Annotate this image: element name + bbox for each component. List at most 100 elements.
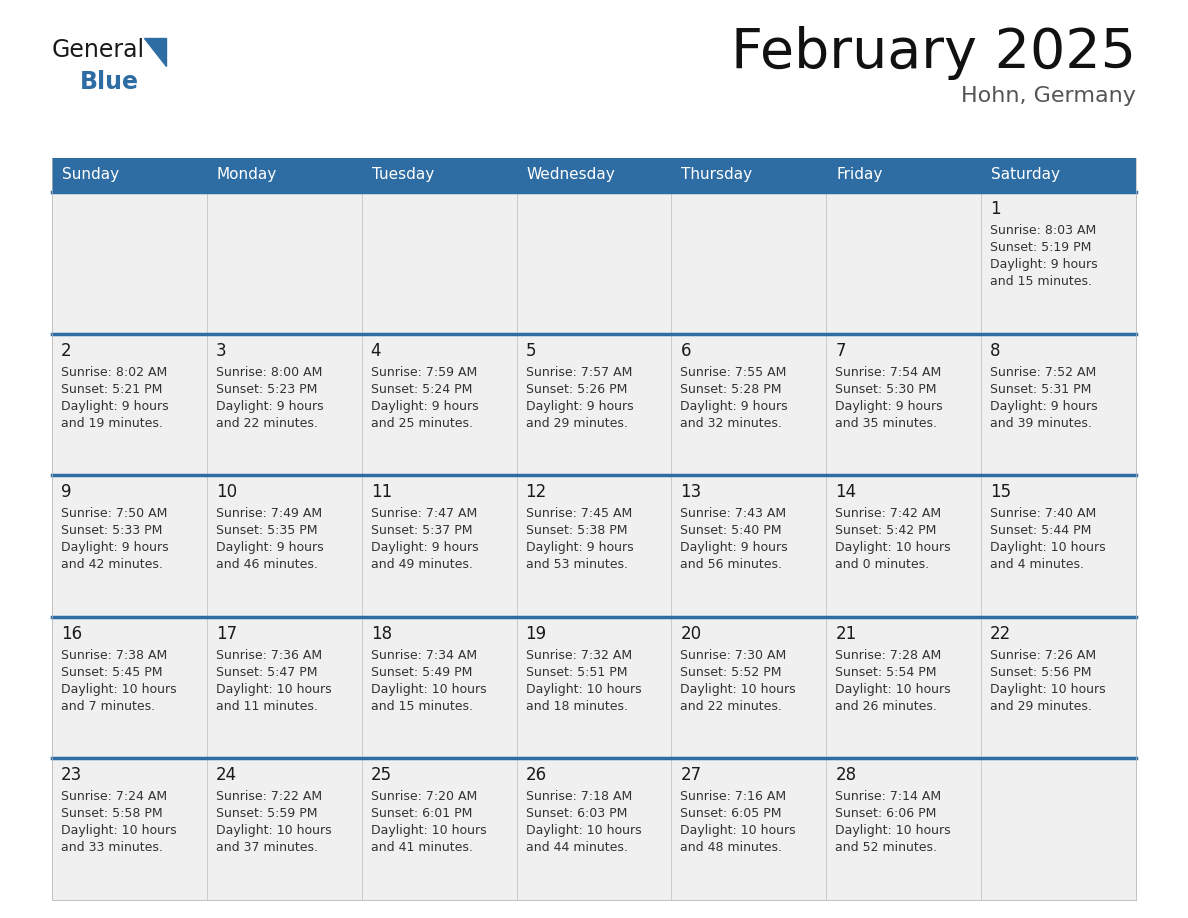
Text: Daylight: 9 hours: Daylight: 9 hours	[681, 399, 788, 412]
Bar	[52, 476, 207, 617]
Text: Daylight: 9 hours: Daylight: 9 hours	[835, 399, 943, 412]
Text: and 53 minutes.: and 53 minutes.	[525, 558, 627, 571]
Bar	[981, 192, 1136, 333]
Text: Sunset: 5:42 PM: Sunset: 5:42 PM	[835, 524, 936, 537]
Text: Thursday: Thursday	[682, 167, 752, 183]
Bar	[52, 758, 207, 900]
Text: 4: 4	[371, 341, 381, 360]
Text: 22: 22	[990, 625, 1011, 643]
Text: and 22 minutes.: and 22 minutes.	[681, 700, 783, 712]
Bar	[207, 617, 361, 758]
Bar	[207, 158, 361, 192]
Text: Hohn, Germany: Hohn, Germany	[961, 86, 1136, 106]
Text: Sunset: 5:23 PM: Sunset: 5:23 PM	[216, 383, 317, 396]
Text: Sunrise: 7:18 AM: Sunrise: 7:18 AM	[525, 790, 632, 803]
Text: Daylight: 9 hours: Daylight: 9 hours	[525, 542, 633, 554]
Bar	[827, 192, 981, 333]
Text: 20: 20	[681, 625, 702, 643]
Text: and 18 minutes.: and 18 minutes.	[525, 700, 627, 712]
Bar	[517, 333, 671, 476]
Text: Sunrise: 8:02 AM: Sunrise: 8:02 AM	[61, 365, 168, 378]
Text: Daylight: 9 hours: Daylight: 9 hours	[216, 542, 323, 554]
Bar	[207, 192, 361, 333]
Text: 18: 18	[371, 625, 392, 643]
Text: 26: 26	[525, 767, 546, 784]
Text: Sunrise: 7:14 AM: Sunrise: 7:14 AM	[835, 790, 941, 803]
Text: Sunrise: 7:36 AM: Sunrise: 7:36 AM	[216, 649, 322, 662]
Text: Daylight: 9 hours: Daylight: 9 hours	[216, 399, 323, 412]
Text: and 42 minutes.: and 42 minutes.	[61, 558, 163, 571]
Text: Daylight: 10 hours: Daylight: 10 hours	[61, 683, 177, 696]
Text: 21: 21	[835, 625, 857, 643]
Text: Daylight: 10 hours: Daylight: 10 hours	[525, 683, 642, 696]
Text: and 29 minutes.: and 29 minutes.	[525, 417, 627, 430]
Text: Daylight: 10 hours: Daylight: 10 hours	[990, 683, 1106, 696]
Text: 14: 14	[835, 483, 857, 501]
Text: 19: 19	[525, 625, 546, 643]
Text: and 26 minutes.: and 26 minutes.	[835, 700, 937, 712]
Text: Sunrise: 7:34 AM: Sunrise: 7:34 AM	[371, 649, 476, 662]
Text: Sunset: 5:37 PM: Sunset: 5:37 PM	[371, 524, 472, 537]
Polygon shape	[144, 38, 166, 66]
Text: Sunset: 5:59 PM: Sunset: 5:59 PM	[216, 808, 317, 821]
Text: and 4 minutes.: and 4 minutes.	[990, 558, 1085, 571]
Text: Sunset: 5:52 PM: Sunset: 5:52 PM	[681, 666, 782, 678]
Text: Sunset: 5:28 PM: Sunset: 5:28 PM	[681, 383, 782, 396]
Bar	[827, 476, 981, 617]
Text: Sunrise: 7:30 AM: Sunrise: 7:30 AM	[681, 649, 786, 662]
Text: Daylight: 10 hours: Daylight: 10 hours	[371, 824, 486, 837]
Bar	[671, 476, 827, 617]
Text: Friday: Friday	[836, 167, 883, 183]
Text: Sunset: 5:51 PM: Sunset: 5:51 PM	[525, 666, 627, 678]
Bar	[827, 758, 981, 900]
Text: 8: 8	[990, 341, 1000, 360]
Text: and 48 minutes.: and 48 minutes.	[681, 842, 783, 855]
Text: Sunset: 6:06 PM: Sunset: 6:06 PM	[835, 808, 936, 821]
Text: Sunrise: 7:45 AM: Sunrise: 7:45 AM	[525, 508, 632, 521]
Text: Sunrise: 7:28 AM: Sunrise: 7:28 AM	[835, 649, 942, 662]
Text: and 22 minutes.: and 22 minutes.	[216, 417, 317, 430]
Text: Sunset: 5:54 PM: Sunset: 5:54 PM	[835, 666, 937, 678]
Text: Daylight: 10 hours: Daylight: 10 hours	[525, 824, 642, 837]
Text: and 15 minutes.: and 15 minutes.	[990, 275, 1092, 288]
Text: Sunrise: 7:59 AM: Sunrise: 7:59 AM	[371, 365, 476, 378]
Text: 25: 25	[371, 767, 392, 784]
Bar	[361, 476, 517, 617]
Text: Daylight: 9 hours: Daylight: 9 hours	[61, 542, 169, 554]
Bar	[981, 333, 1136, 476]
Text: Sunset: 5:30 PM: Sunset: 5:30 PM	[835, 383, 937, 396]
Text: Wednesday: Wednesday	[526, 167, 615, 183]
Bar	[671, 333, 827, 476]
Bar	[671, 158, 827, 192]
Text: Daylight: 9 hours: Daylight: 9 hours	[371, 542, 479, 554]
Text: Sunset: 5:24 PM: Sunset: 5:24 PM	[371, 383, 472, 396]
Text: February 2025: February 2025	[731, 26, 1136, 80]
Text: Sunrise: 7:54 AM: Sunrise: 7:54 AM	[835, 365, 942, 378]
Text: and 56 minutes.: and 56 minutes.	[681, 558, 783, 571]
Text: Sunrise: 7:16 AM: Sunrise: 7:16 AM	[681, 790, 786, 803]
Bar	[981, 617, 1136, 758]
Text: Sunset: 6:05 PM: Sunset: 6:05 PM	[681, 808, 782, 821]
Text: Daylight: 10 hours: Daylight: 10 hours	[835, 683, 950, 696]
Text: Sunset: 5:56 PM: Sunset: 5:56 PM	[990, 666, 1092, 678]
Bar	[517, 192, 671, 333]
Bar	[52, 158, 207, 192]
Text: 9: 9	[61, 483, 71, 501]
Bar	[981, 476, 1136, 617]
Text: Daylight: 9 hours: Daylight: 9 hours	[371, 399, 479, 412]
Text: Daylight: 10 hours: Daylight: 10 hours	[681, 824, 796, 837]
Text: Daylight: 10 hours: Daylight: 10 hours	[216, 683, 331, 696]
Text: Sunrise: 7:32 AM: Sunrise: 7:32 AM	[525, 649, 632, 662]
Text: and 19 minutes.: and 19 minutes.	[61, 417, 163, 430]
Bar	[517, 158, 671, 192]
Text: Sunrise: 7:43 AM: Sunrise: 7:43 AM	[681, 508, 786, 521]
Text: Sunrise: 7:22 AM: Sunrise: 7:22 AM	[216, 790, 322, 803]
Bar	[361, 617, 517, 758]
Text: Sunrise: 7:40 AM: Sunrise: 7:40 AM	[990, 508, 1097, 521]
Text: Sunset: 5:38 PM: Sunset: 5:38 PM	[525, 524, 627, 537]
Bar	[827, 158, 981, 192]
Text: Sunrise: 7:55 AM: Sunrise: 7:55 AM	[681, 365, 786, 378]
Text: Sunrise: 7:26 AM: Sunrise: 7:26 AM	[990, 649, 1097, 662]
Text: Daylight: 10 hours: Daylight: 10 hours	[216, 824, 331, 837]
Bar	[671, 192, 827, 333]
